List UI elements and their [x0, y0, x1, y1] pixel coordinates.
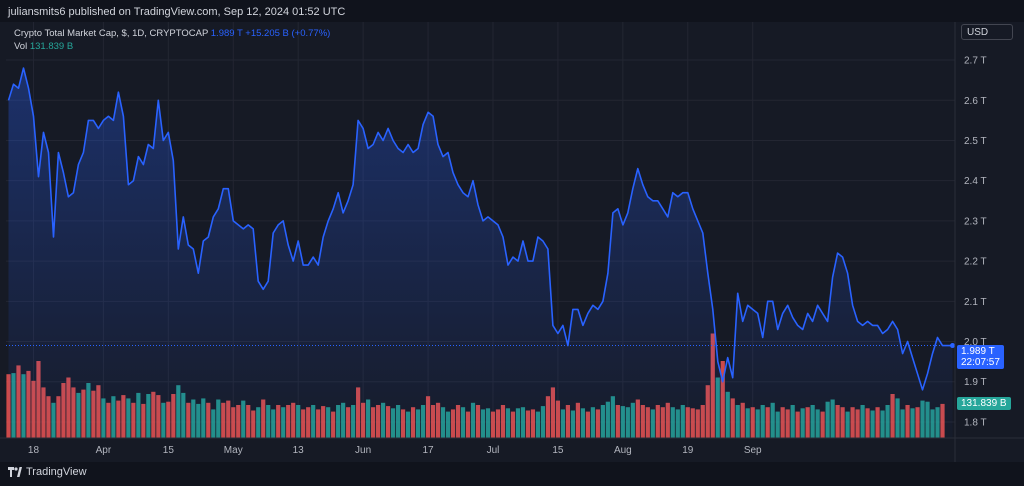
- x-tick-label: 13: [293, 445, 305, 456]
- currency-selector[interactable]: USD: [961, 24, 1013, 40]
- x-tick-label: Jun: [355, 445, 371, 456]
- x-tick-label: 17: [422, 445, 434, 456]
- x-tick-label: Apr: [96, 445, 112, 456]
- y-tick-label: 2.4 T: [964, 176, 987, 187]
- x-tick-label: Aug: [614, 445, 632, 456]
- x-tick-label: Jul: [487, 445, 500, 456]
- footer-bar: TradingView: [0, 462, 1024, 486]
- volume-label[interactable]: Vol: [14, 41, 28, 52]
- tradingview-logo-text: TradingView: [26, 466, 87, 478]
- y-tick-label: 2.5 T: [964, 136, 987, 147]
- legend-main-line: Crypto Total Market Cap, $, 1D, CRYPTOCA…: [14, 27, 330, 40]
- chart-legend: Crypto Total Market Cap, $, 1D, CRYPTOCA…: [14, 27, 330, 53]
- tradingview-logo[interactable]: TradingView: [8, 466, 87, 478]
- volume-price-tag: 131.839 B: [957, 397, 1011, 410]
- y-tick-label: 1.8 T: [964, 417, 987, 428]
- y-tick-label: 2.2 T: [964, 257, 987, 268]
- x-tick-label: Sep: [744, 445, 762, 456]
- y-tick-label: 2.3 T: [964, 216, 987, 227]
- x-tick-label: 15: [163, 445, 175, 456]
- symbol-title[interactable]: Crypto Total Market Cap, $, 1D, CRYPTOCA…: [14, 28, 209, 39]
- y-tick-label: 1.9 T: [964, 377, 987, 388]
- x-tick-label: 15: [552, 445, 564, 456]
- bar-countdown: 22:07:57: [961, 357, 1000, 368]
- y-tick-label: 2.1 T: [964, 297, 987, 308]
- last-value: 1.989 T: [210, 28, 243, 39]
- volume-value: 131.839 B: [29, 41, 74, 52]
- x-tick-label: 18: [28, 445, 40, 456]
- price-line: [7, 67, 953, 391]
- y-tick-label: 2.7 T: [964, 56, 987, 67]
- last-price-tag: 1.989 T 22:07:57: [957, 345, 1004, 369]
- change-value: +15.205 B (+0.77%): [245, 28, 331, 39]
- y-tick-label: 2.6 T: [964, 96, 987, 107]
- x-tick-label: 19: [682, 445, 694, 456]
- x-tick-label: May: [224, 445, 243, 456]
- y-tick-label: 2.0 T: [964, 337, 987, 348]
- chart-canvas[interactable]: 2.7 T 2.6 T 2.5 T 2.4 T 2.3 T 2.2 T 2.1 T 2.0 T…: [0, 22, 1024, 462]
- publisher-text: juliansmits6 published on TradingView.co…: [8, 6, 346, 18]
- tradingview-logo-icon: [8, 467, 22, 477]
- legend-volume-line: Vol 131.839 B: [14, 40, 330, 53]
- price-area: [8, 68, 953, 438]
- last-price-value: 1.989 T: [961, 346, 995, 357]
- volume-bar: [6, 374, 11, 438]
- last-price-marker: [950, 343, 956, 349]
- publisher-bar: juliansmits6 published on TradingView.co…: [0, 0, 1024, 22]
